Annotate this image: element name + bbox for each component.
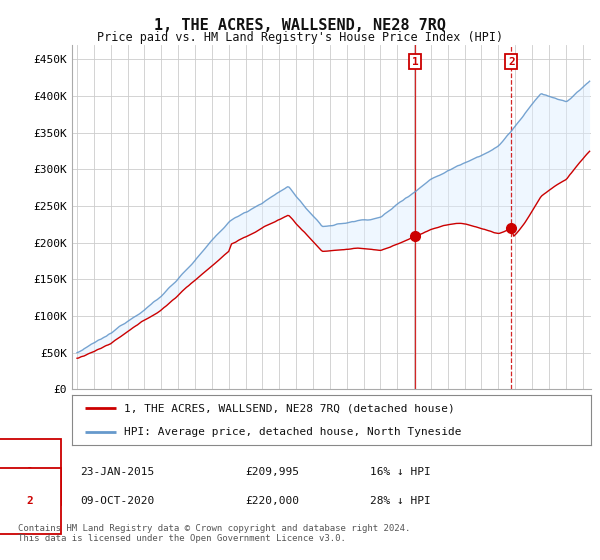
Text: £220,000: £220,000 xyxy=(245,496,299,506)
Text: 09-OCT-2020: 09-OCT-2020 xyxy=(80,496,154,506)
Text: 1: 1 xyxy=(412,57,419,67)
Text: Price paid vs. HM Land Registry's House Price Index (HPI): Price paid vs. HM Land Registry's House … xyxy=(97,31,503,44)
Text: 1, THE ACRES, WALLSEND, NE28 7RQ (detached house): 1, THE ACRES, WALLSEND, NE28 7RQ (detach… xyxy=(124,403,455,413)
Text: 1: 1 xyxy=(26,467,34,477)
Text: HPI: Average price, detached house, North Tyneside: HPI: Average price, detached house, Nort… xyxy=(124,427,461,437)
Text: Contains HM Land Registry data © Crown copyright and database right 2024.
This d: Contains HM Land Registry data © Crown c… xyxy=(18,524,410,544)
Text: 2: 2 xyxy=(508,57,515,67)
Text: 16% ↓ HPI: 16% ↓ HPI xyxy=(370,467,431,477)
Text: 2: 2 xyxy=(26,496,34,506)
Text: £209,995: £209,995 xyxy=(245,467,299,477)
Text: 1, THE ACRES, WALLSEND, NE28 7RQ: 1, THE ACRES, WALLSEND, NE28 7RQ xyxy=(154,18,446,33)
Text: 28% ↓ HPI: 28% ↓ HPI xyxy=(370,496,431,506)
Text: 23-JAN-2015: 23-JAN-2015 xyxy=(80,467,154,477)
